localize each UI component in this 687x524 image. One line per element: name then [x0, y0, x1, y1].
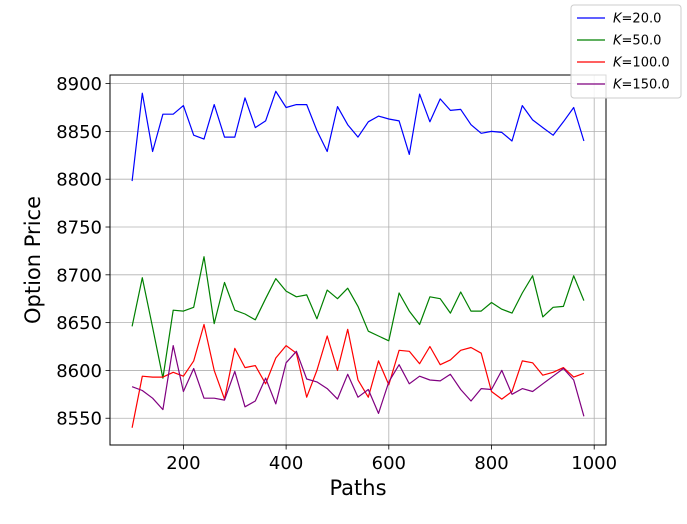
- x-axis-title: Paths: [329, 476, 386, 500]
- legend-label-value: =100.0: [622, 56, 670, 71]
- x-tick-label: 200: [166, 453, 200, 474]
- legend-label-value: =50.0: [622, 34, 662, 49]
- x-tick-label: 400: [269, 453, 303, 474]
- legend-label-value: =150.0: [622, 78, 670, 93]
- legend-label-2: K=50.0: [613, 34, 661, 49]
- series-lines: [131, 90, 585, 428]
- legend-label-3: K=100.0: [613, 56, 670, 71]
- series-line-3: [131, 323, 585, 428]
- x-tick-label: 600: [372, 453, 406, 474]
- legend-label-value: =20.0: [622, 12, 662, 27]
- plot-area-frame: [109, 74, 607, 446]
- y-axis-title: Option Price: [21, 196, 45, 324]
- legend-label-4: K=150.0: [613, 78, 670, 93]
- legend-label-variable: K: [613, 56, 623, 71]
- series-line-1: [131, 90, 585, 182]
- y-tick-label: 8850: [56, 122, 102, 143]
- y-tick-label: 8550: [56, 409, 102, 430]
- y-tick-label: 8600: [56, 361, 102, 382]
- legend-label-variable: K: [613, 12, 623, 27]
- y-tick-label: 8800: [56, 170, 102, 191]
- series-line-2: [131, 256, 585, 379]
- axis-ticks: 200 400 600 800 1000 8550 8600 8650 8700 8750 8800…: [56, 74, 617, 474]
- y-tick-label: 8650: [56, 313, 102, 334]
- series-line-4: [131, 345, 585, 417]
- legend-label-1: K=20.0: [613, 12, 661, 27]
- legend: K=20.0K=50.0K=100.0K=150.0: [570, 4, 682, 99]
- y-tick-label: 8750: [56, 218, 102, 239]
- legend-box: [570, 4, 682, 99]
- x-tick-label: 1000: [571, 453, 617, 474]
- legend-label-variable: K: [613, 78, 623, 93]
- y-tick-label: 8900: [56, 74, 102, 95]
- y-tick-label: 8700: [56, 265, 102, 286]
- legend-label-variable: K: [613, 34, 623, 49]
- x-tick-label: 800: [474, 453, 508, 474]
